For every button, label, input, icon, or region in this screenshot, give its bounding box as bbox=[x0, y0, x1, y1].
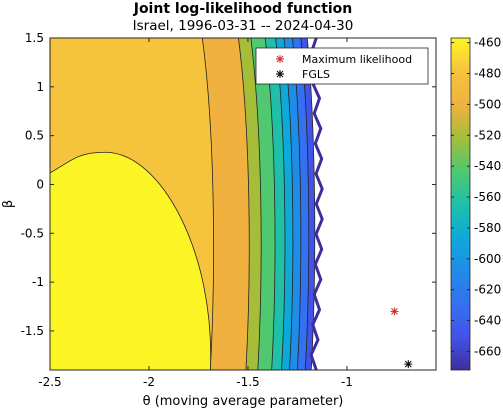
y-tick-label: 0 bbox=[36, 177, 44, 191]
legend-marker-stroke bbox=[276, 70, 284, 78]
colorbar-tick-label: -500 bbox=[474, 97, 501, 111]
x-tick-label: -2 bbox=[143, 375, 155, 389]
x-axis-label: θ (moving average parameter) bbox=[143, 394, 344, 409]
point-stroke bbox=[391, 308, 398, 315]
legend-marker bbox=[276, 55, 284, 63]
y-axis: 1.5 1 0.5 0 -0.5 -1 -1.5 bbox=[21, 31, 436, 338]
legend-marker bbox=[276, 70, 284, 78]
colorbar-tick-label: -600 bbox=[474, 252, 501, 266]
x-tick-label: -1.5 bbox=[236, 375, 259, 389]
legend: Maximum likelihood FGLS bbox=[255, 47, 429, 85]
x-axis: -2.5 -2 -1.5 -1 bbox=[38, 38, 353, 389]
y-tick-label: -1 bbox=[32, 275, 44, 289]
colorbar-tick-label: -480 bbox=[474, 67, 501, 81]
x-tick-label: -1 bbox=[341, 375, 353, 389]
colorbar-tick-label: -620 bbox=[474, 283, 501, 297]
data-point-fgls bbox=[404, 360, 413, 369]
x-tick-label: -2.5 bbox=[38, 375, 61, 389]
y-axis-label: β bbox=[1, 200, 16, 208]
y-tick-label: 1 bbox=[36, 80, 44, 94]
y-tick-label: 1.5 bbox=[25, 31, 44, 45]
legend-entry: Maximum likelihood bbox=[302, 53, 412, 66]
legend-marker-stroke bbox=[276, 55, 284, 63]
y-tick-label: 0.5 bbox=[25, 129, 44, 143]
colorbar-tick-label: -660 bbox=[474, 344, 501, 358]
chart-title: Joint log-likelihood function bbox=[133, 1, 353, 17]
contour-edge bbox=[309, 37, 324, 371]
colorbar-tick-label: -560 bbox=[474, 190, 501, 204]
colorbar-bar bbox=[450, 37, 471, 371]
plot-frame bbox=[49, 37, 437, 371]
plot-area bbox=[49, 37, 437, 371]
chart-subtitle: Israel, 1996-03-31 -- 2024-04-30 bbox=[133, 18, 354, 34]
contour-peak-region bbox=[49, 151, 212, 371]
legend-entry: FGLS bbox=[302, 68, 330, 81]
colorbar-tick-label: -460 bbox=[474, 36, 501, 50]
colorbar-tick-label: -640 bbox=[474, 314, 501, 328]
colorbar-tick-label: -520 bbox=[474, 128, 501, 142]
colorbar: -460 -480 -500 -520 -540 -560 -580 -600 -620 -640… bbox=[450, 36, 501, 371]
legend-box bbox=[255, 47, 429, 85]
colorbar-tick-label: -540 bbox=[474, 159, 501, 173]
point-stroke bbox=[404, 360, 412, 368]
data-point-maximum-likelihood bbox=[390, 307, 399, 316]
colorbar-tick-label: -580 bbox=[474, 221, 501, 235]
y-tick-label: -1.5 bbox=[21, 324, 44, 338]
y-tick-label: -0.5 bbox=[21, 226, 44, 240]
